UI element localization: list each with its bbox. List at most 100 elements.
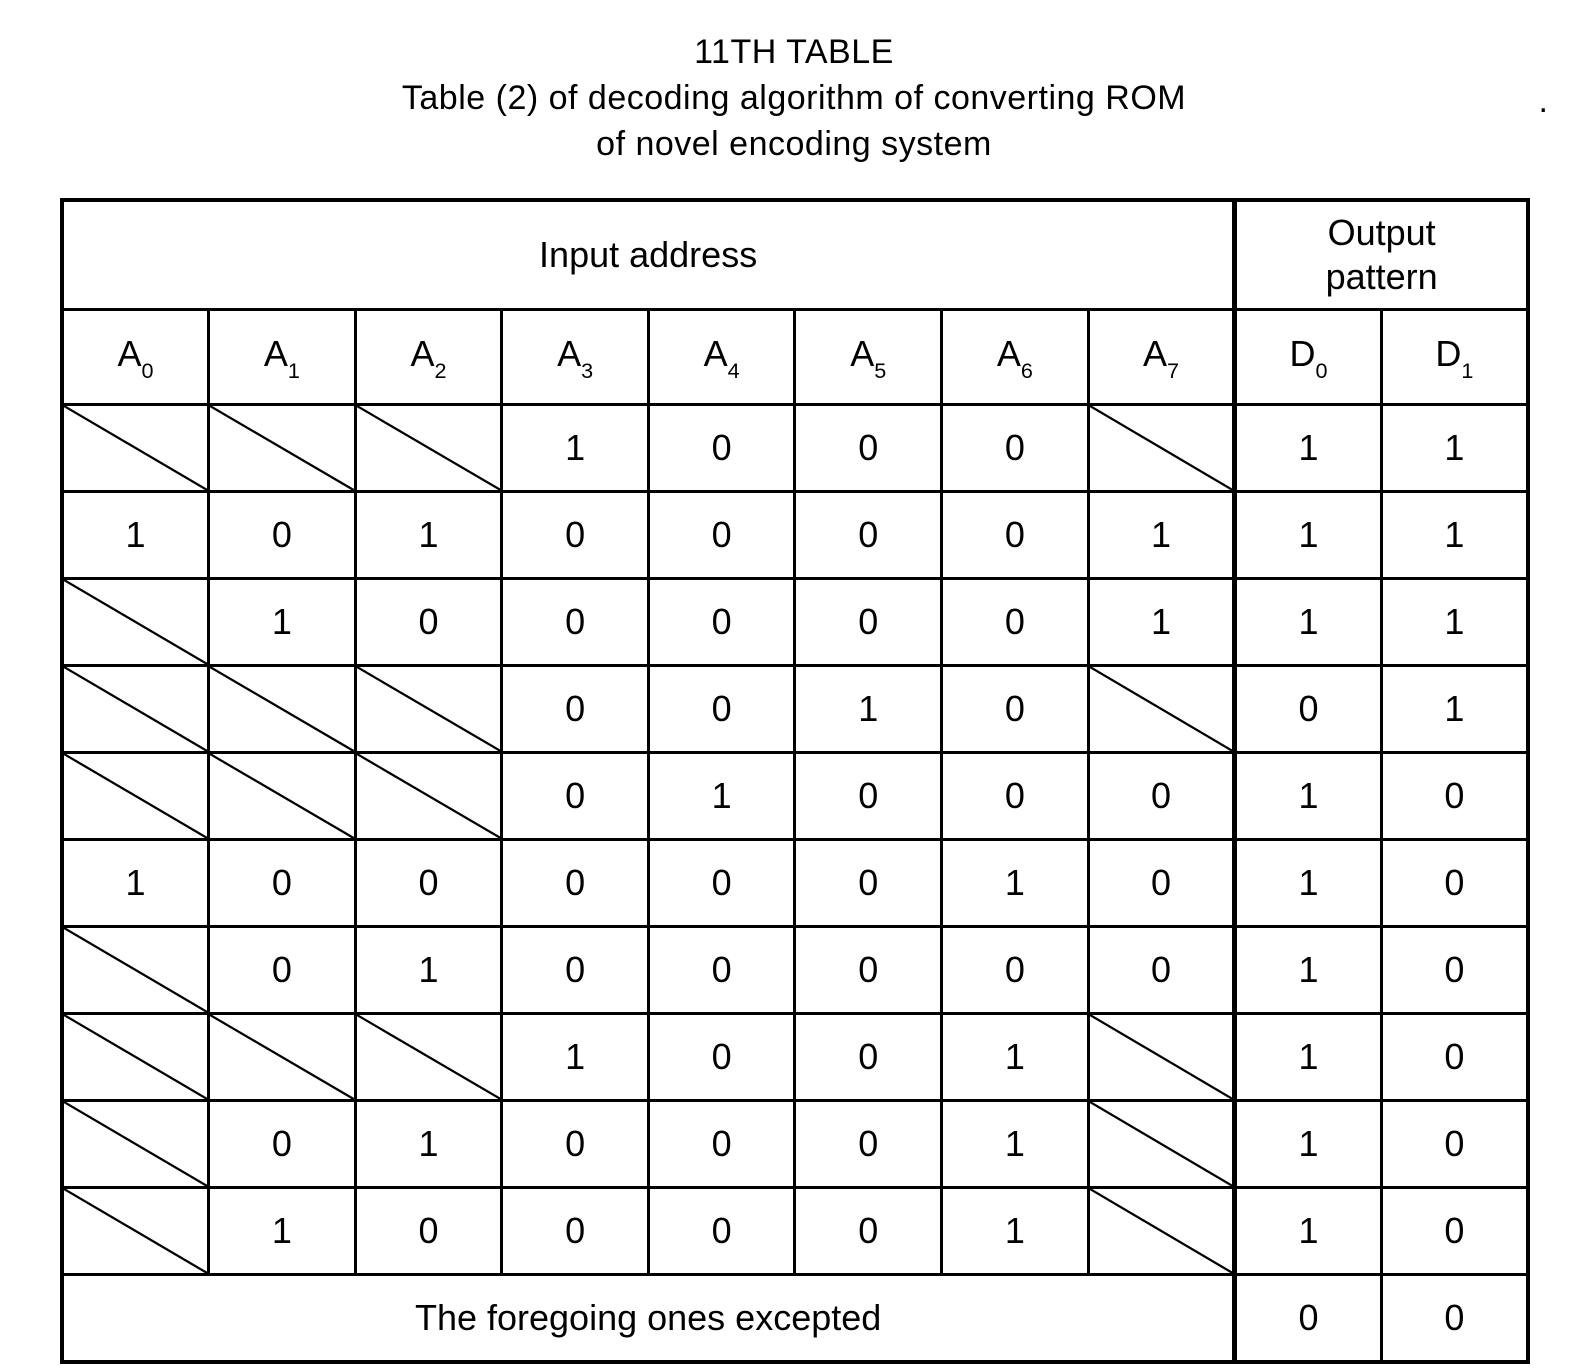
col-base: A bbox=[1143, 333, 1167, 374]
cell-r8-c5: 0 bbox=[795, 1100, 942, 1187]
dont-care-cell bbox=[1088, 1187, 1235, 1274]
rom-decoding-table: Input address Output pattern A0A1A2A3A4A… bbox=[60, 198, 1530, 1364]
cell-r0-c9: 1 bbox=[1381, 404, 1528, 491]
table-row: 0100010 bbox=[62, 752, 1528, 839]
cell-r1-c5: 0 bbox=[795, 491, 942, 578]
dont-care-cell bbox=[1088, 1013, 1235, 1100]
table-row: 10000110 bbox=[62, 1187, 1528, 1274]
cell-r9-c8: 1 bbox=[1235, 1187, 1382, 1274]
dont-care-cell bbox=[209, 404, 356, 491]
cell-r0-c8: 1 bbox=[1235, 404, 1382, 491]
col-base: A bbox=[704, 333, 728, 374]
cell-r9-c2: 0 bbox=[355, 1187, 502, 1274]
dont-care-cell bbox=[355, 1013, 502, 1100]
cell-r2-c5: 0 bbox=[795, 578, 942, 665]
cell-r9-c3: 0 bbox=[502, 1187, 649, 1274]
cell-r5-c8: 1 bbox=[1235, 839, 1382, 926]
col-sub: 5 bbox=[874, 358, 886, 383]
cell-r7-c3: 1 bbox=[502, 1013, 649, 1100]
output-header-line1: Output bbox=[1328, 212, 1436, 253]
cell-r2-c8: 1 bbox=[1235, 578, 1382, 665]
cell-r1-c1: 0 bbox=[209, 491, 356, 578]
dont-care-cell bbox=[62, 665, 209, 752]
table-row: 1010000111 bbox=[62, 491, 1528, 578]
col-header-D1: D1 bbox=[1381, 309, 1528, 404]
group-header-row: Input address Output pattern bbox=[62, 200, 1528, 310]
col-sub: 4 bbox=[728, 358, 740, 383]
cell-r6-c5: 0 bbox=[795, 926, 942, 1013]
cell-r2-c9: 1 bbox=[1381, 578, 1528, 665]
table-row: 100011 bbox=[62, 404, 1528, 491]
col-base: A bbox=[264, 333, 288, 374]
dont-care-cell bbox=[209, 665, 356, 752]
cell-r7-c8: 1 bbox=[1235, 1013, 1382, 1100]
cell-r5-c9: 0 bbox=[1381, 839, 1528, 926]
cell-r5-c6: 1 bbox=[942, 839, 1089, 926]
table-row: 1000001010 bbox=[62, 839, 1528, 926]
cell-r1-c3: 0 bbox=[502, 491, 649, 578]
dont-care-cell bbox=[209, 1013, 356, 1100]
footer-text: The foregoing ones excepted bbox=[62, 1274, 1235, 1362]
cell-r2-c7: 1 bbox=[1088, 578, 1235, 665]
dont-care-cell bbox=[355, 665, 502, 752]
col-base: A bbox=[410, 333, 434, 374]
dont-care-cell bbox=[209, 752, 356, 839]
dont-care-cell bbox=[355, 752, 502, 839]
cell-r7-c9: 0 bbox=[1381, 1013, 1528, 1100]
col-base: A bbox=[850, 333, 874, 374]
output-header-line2: pattern bbox=[1326, 256, 1438, 297]
cell-r0-c5: 0 bbox=[795, 404, 942, 491]
cell-r4-c7: 0 bbox=[1088, 752, 1235, 839]
col-header-D0: D0 bbox=[1235, 309, 1382, 404]
col-header-A0: A0 bbox=[62, 309, 209, 404]
col-header-A5: A5 bbox=[795, 309, 942, 404]
col-base: A bbox=[118, 333, 142, 374]
cell-r2-c2: 0 bbox=[355, 578, 502, 665]
cell-r7-c5: 0 bbox=[795, 1013, 942, 1100]
column-header-row: A0A1A2A3A4A5A6A7D0D1 bbox=[62, 309, 1528, 404]
cell-r3-c6: 0 bbox=[942, 665, 1089, 752]
cell-r8-c8: 1 bbox=[1235, 1100, 1382, 1187]
cell-r3-c3: 0 bbox=[502, 665, 649, 752]
cell-r1-c9: 1 bbox=[1381, 491, 1528, 578]
cell-r4-c5: 0 bbox=[795, 752, 942, 839]
cell-r2-c6: 0 bbox=[942, 578, 1089, 665]
col-sub: 6 bbox=[1021, 358, 1033, 383]
title-line-1: 11TH TABLE bbox=[60, 30, 1528, 76]
cell-r7-c4: 0 bbox=[648, 1013, 795, 1100]
dont-care-cell bbox=[1088, 404, 1235, 491]
cell-r6-c1: 0 bbox=[209, 926, 356, 1013]
col-base: D bbox=[1435, 333, 1461, 374]
footer-d0: 0 bbox=[1235, 1274, 1382, 1362]
dont-care-cell bbox=[1088, 665, 1235, 752]
cell-r5-c3: 0 bbox=[502, 839, 649, 926]
table-row: 010000010 bbox=[62, 926, 1528, 1013]
cell-r1-c6: 0 bbox=[942, 491, 1089, 578]
cell-r3-c5: 1 bbox=[795, 665, 942, 752]
cell-r9-c9: 0 bbox=[1381, 1187, 1528, 1274]
cell-r1-c7: 1 bbox=[1088, 491, 1235, 578]
cell-r2-c1: 1 bbox=[209, 578, 356, 665]
cell-r8-c6: 1 bbox=[942, 1100, 1089, 1187]
cell-r8-c9: 0 bbox=[1381, 1100, 1528, 1187]
cell-r6-c4: 0 bbox=[648, 926, 795, 1013]
table-row: 100110 bbox=[62, 1013, 1528, 1100]
col-header-A2: A2 bbox=[355, 309, 502, 404]
footer-row: The foregoing ones excepted 0 0 bbox=[62, 1274, 1528, 1362]
cell-r6-c6: 0 bbox=[942, 926, 1089, 1013]
cell-r5-c1: 0 bbox=[209, 839, 356, 926]
cell-r8-c3: 0 bbox=[502, 1100, 649, 1187]
cell-r1-c4: 0 bbox=[648, 491, 795, 578]
col-sub: 3 bbox=[581, 358, 593, 383]
cell-r2-c4: 0 bbox=[648, 578, 795, 665]
col-header-A4: A4 bbox=[648, 309, 795, 404]
col-base: D bbox=[1290, 333, 1316, 374]
cell-r5-c7: 0 bbox=[1088, 839, 1235, 926]
cell-r6-c3: 0 bbox=[502, 926, 649, 1013]
cell-r0-c3: 1 bbox=[502, 404, 649, 491]
cell-r6-c7: 0 bbox=[1088, 926, 1235, 1013]
stray-period: . bbox=[1539, 82, 1548, 121]
cell-r0-c6: 0 bbox=[942, 404, 1089, 491]
cell-r5-c0: 1 bbox=[62, 839, 209, 926]
cell-r1-c0: 1 bbox=[62, 491, 209, 578]
